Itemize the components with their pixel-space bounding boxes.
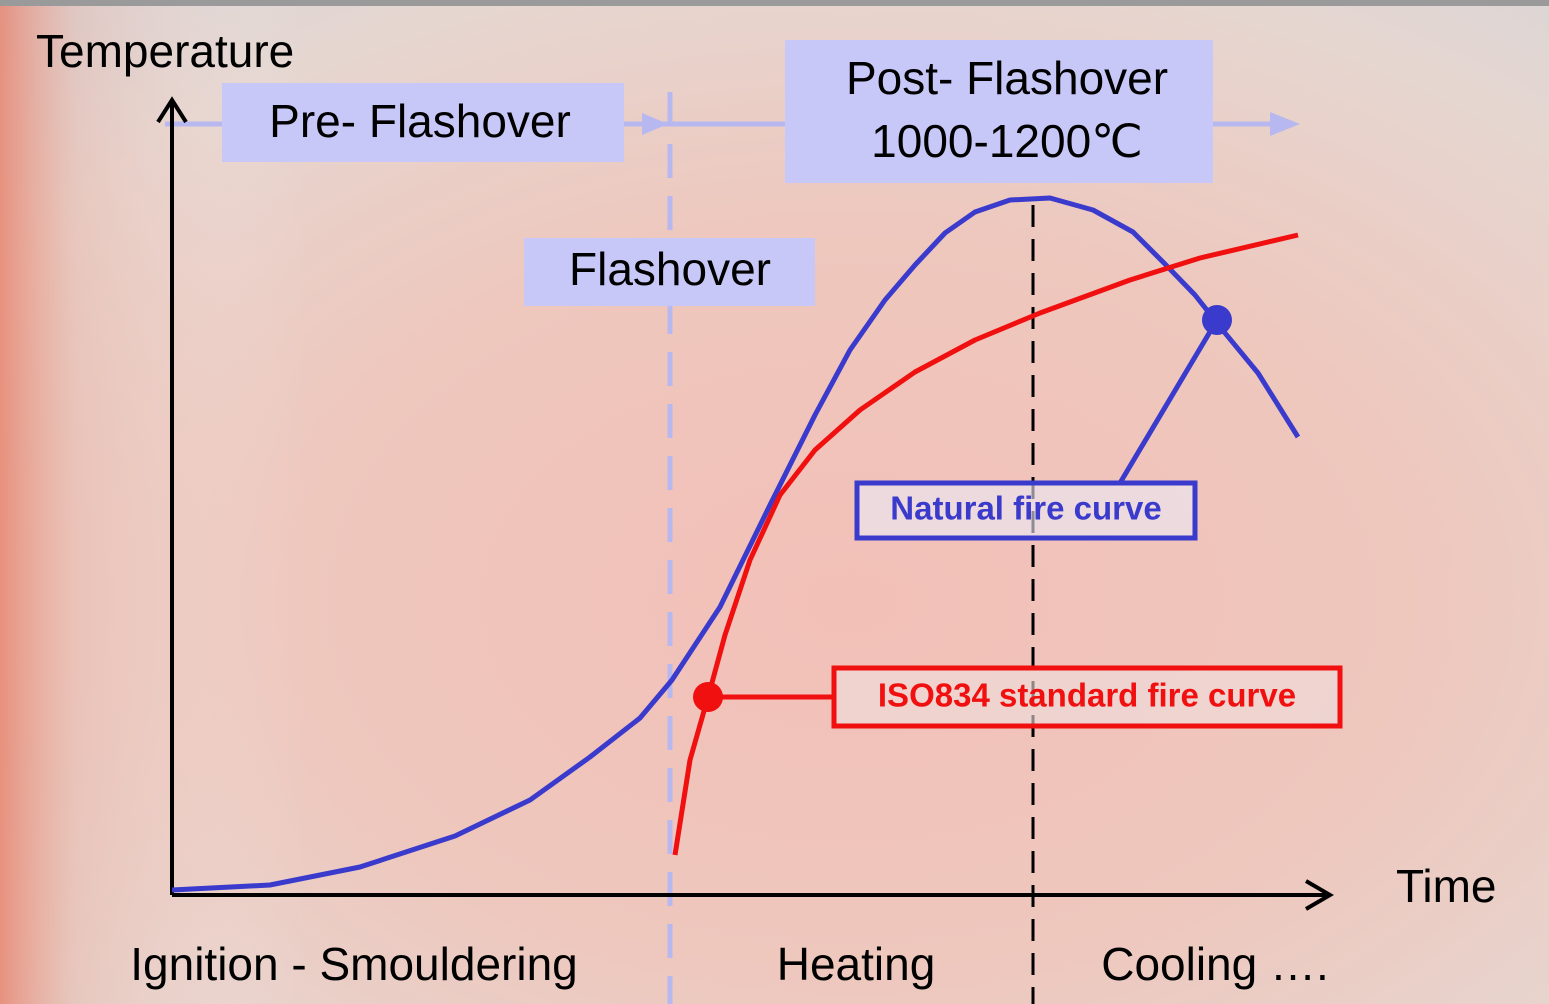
iso-dot	[693, 682, 723, 712]
pre-label: Pre- Flashover	[269, 95, 571, 147]
natural-label: Natural fire curve	[890, 490, 1161, 527]
stage-label: Cooling ….	[1101, 938, 1329, 990]
iso-label: ISO834 standard fire curve	[878, 677, 1296, 714]
natural-dot	[1202, 305, 1232, 335]
post-label: Post- Flashover	[846, 52, 1168, 104]
flashover-label: Flashover	[569, 243, 771, 295]
top-border	[0, 0, 1549, 6]
x-axis-label: Time	[1396, 860, 1497, 912]
diagram: Pre- Flashover Post- Flashover 1000-1200…	[0, 0, 1549, 1004]
stage-label: Heating	[777, 938, 936, 990]
y-axis-label: Temperature	[36, 25, 294, 77]
post-range: 1000-1200℃	[871, 115, 1143, 167]
stage-label: Ignition - Smouldering	[130, 938, 577, 990]
